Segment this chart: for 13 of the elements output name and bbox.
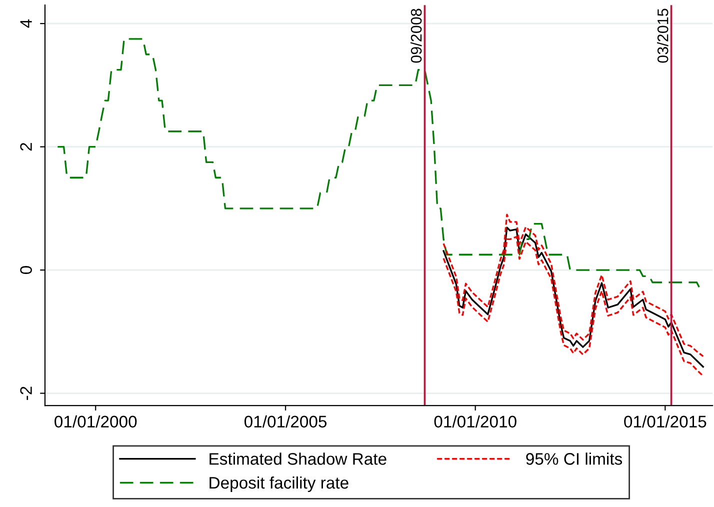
y-tick-label: 4 xyxy=(20,19,32,28)
ref-line-label: 03/2015 xyxy=(657,8,668,63)
y-tick-label: 0 xyxy=(20,266,32,274)
legend-label: Estimated Shadow Rate xyxy=(210,452,386,465)
x-tick-label: 01/01/2010 xyxy=(434,415,516,428)
legend-label: 95% CI limits xyxy=(526,452,622,465)
x-tick-label: 01/01/2015 xyxy=(624,415,706,428)
y-tick-label: 2 xyxy=(20,143,32,151)
x-tick-label: 01/01/2005 xyxy=(244,415,327,428)
x-tick-label: 01/01/2000 xyxy=(54,415,137,428)
ref-line-label: 09/2008 xyxy=(410,8,422,63)
legend-label: Deposit facility rate xyxy=(210,476,348,492)
y-tick-label: -2 xyxy=(20,386,32,400)
